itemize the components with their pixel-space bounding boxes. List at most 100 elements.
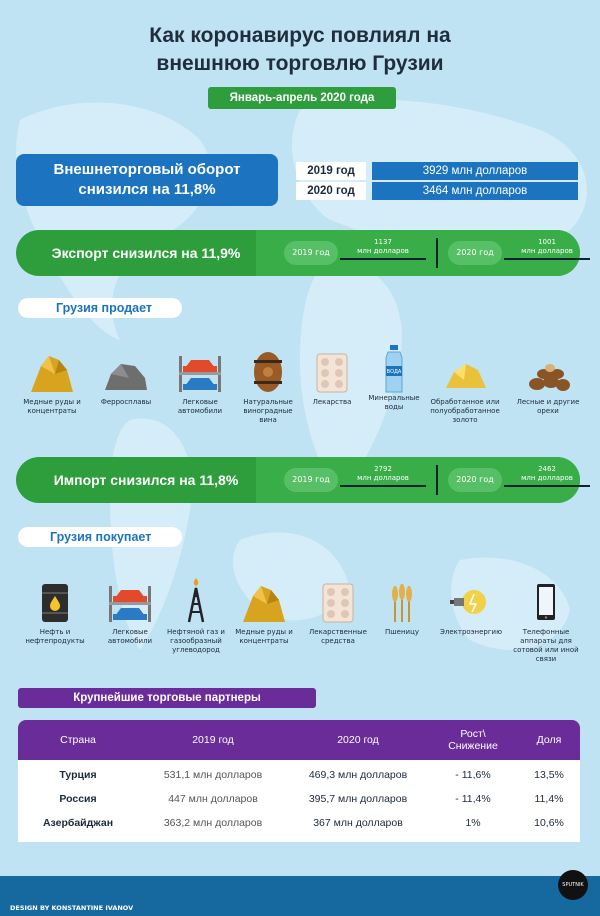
export-underline-2020 [504,258,590,260]
buys-item-label: Телефонные аппараты для сотовой или иной… [513,628,579,663]
cell-change: 1% [465,817,481,829]
buys-item-wheat: Пшеницу [372,580,432,637]
cell-2020: 367 млн долларов [313,817,403,829]
header-change-line-1: Рост\ [460,728,486,740]
sells-tag: Грузия продает [18,298,182,318]
table-row: Азербайджан 363,2 млн долларов 367 млн д… [18,812,580,834]
header-2020: 2020 год [337,734,379,746]
import-amount-2020: 2462 [538,465,556,473]
table-row: Турция 531,1 млн долларов 469,3 млн долл… [18,764,580,786]
title-line-2: внешнюю торговлю Грузии [156,52,444,75]
import-values-panel: 2019 год 2792 млн долларов 2020 год 2462… [256,457,590,503]
cell-share: 10,6% [534,817,564,829]
cell-country: Турция [59,769,97,781]
sells-item-label: Минеральные воды [368,394,420,411]
sells-item-nuts: Лесные и другие орехи [514,350,582,416]
sells-item-pills: Лекарства [298,350,366,407]
buys-item-phones: Телефонные аппараты для сотовой или иной… [508,580,584,664]
export-divider [436,238,438,268]
cell-country: Азербайджан [42,817,114,829]
cell-change: - 11,4% [455,793,491,805]
buys-item-pills: Лекарственные средства [302,580,374,646]
import-underline-2019 [340,485,426,487]
buys-item-label: Электроэнергию [440,628,502,636]
header-change: Рост\ Снижение [428,720,518,760]
sells-item-label: Медные руды и концентраты [23,398,81,415]
buys-item-cars: Легковые автомобили [96,580,164,646]
sells-item-water: ВОДА Минеральные воды [360,344,428,412]
trade-value-2019: 3929 млн долларов [372,162,578,180]
cell-change: - 11,6% [455,769,491,781]
cell-2019: 531,1 млн долларов [163,769,263,781]
cell-share: 11,4% [534,793,564,805]
import-unit-2020: млн долларов [521,474,573,482]
trade-value-2020: 3464 млн долларов [372,182,578,200]
ore-icon [243,586,285,622]
sells-item-cars: Легковые автомобили [166,350,234,416]
trade-turnover-box: Внешнеторговый оборот снизился на 11,8% [16,154,278,206]
export-value-2020: 1001 млн долларов [504,238,590,260]
sells-item-label: Натуральные виноградные вина [243,398,293,424]
sells-item-gold: Обработанное или полуобработанное золото [426,350,504,425]
buys-item-ore: Медные руды и концентраты [230,580,298,646]
sells-item-wine: Натуральные виноградные вина [234,350,302,425]
buys-item-label: Пшеницу [384,628,419,636]
buys-item-oil: Нефть и нефтепродукты [12,580,98,646]
partners-table-body: Турция 531,1 млн долларов 469,3 млн долл… [18,760,580,842]
buys-item-electricity: Электроэнергию [432,580,510,637]
trade-year-2019: 2019 год [296,162,366,180]
page-title: Как коронавирус повлиял на внешнюю торго… [0,22,600,78]
export-year-2019: 2019 год [284,241,338,265]
import-underline-2020 [504,485,590,487]
wheat-icon [392,584,412,622]
oil-barrel-icon [42,584,68,622]
export-unit-2019: млн долларов [357,247,409,255]
cell-2019: 363,2 млн долларов [163,817,263,829]
table-row: Россия 447 млн долларов 395,7 млн доллар… [18,788,580,810]
nuts-icon [529,364,570,391]
header-share: Доля [536,734,562,746]
export-value-2019: 1137 млн долларов [340,238,426,260]
import-value-2019: 2792 млн долларов [340,465,426,487]
ore-icon [31,356,73,392]
trade-headline-line-2: снизился на 11,8% [78,181,216,198]
gas-rig-icon [187,578,205,623]
partners-table-header: Страна 2019 год 2020 год Рост\ Снижение … [18,720,580,760]
title-line-1: Как коронавирус повлиял на [149,24,451,47]
gold-icon [446,364,486,388]
cell-share: 13,5% [534,769,564,781]
cell-2020: 395,7 млн долларов [308,793,408,805]
export-year-2020: 2020 год [448,241,502,265]
cars-icon [109,586,151,622]
export-underline-2019 [340,258,426,260]
export-unit-2020: млн долларов [521,247,573,255]
buys-item-label: Медные руды и концентраты [235,628,293,645]
water-bottle-icon: ВОДА [385,345,403,393]
sells-item-ore: Медные руды и концентраты [18,350,86,416]
buys-item-label: Нефтяной газ и газообразный углеводород [167,628,225,654]
import-year-2019: 2019 год [284,468,338,492]
import-banner: Импорт снизился на 11,8% 2019 год 2792 м… [16,457,590,503]
import-unit-2019: млн долларов [357,474,409,482]
sputnik-logo: SPUTNIK [558,870,588,900]
designer-credit: DESIGN BY KONSTANTINE IVANOV [10,904,134,912]
cars-icon [179,356,221,392]
partners-tag: Крупнейшие торговые партнеры [18,688,316,708]
import-divider [436,465,438,495]
sells-item-label: Ферросплавы [100,398,152,406]
buys-item-label: Легковые автомобили [107,628,153,645]
import-amount-2019: 2792 [374,465,392,473]
period-badge: Январь-апрель 2020 года [208,87,396,109]
export-banner: Экспорт снизился на 11,9% 2019 год 1137 … [16,230,590,276]
ferroalloy-icon [105,364,147,390]
sells-item-label: Лекарства [312,398,352,406]
wine-barrel-icon [254,352,282,392]
buys-item-label: Нефть и нефтепродукты [25,628,85,645]
trade-year-2020: 2020 год [296,182,366,200]
export-amount-2020: 1001 [538,238,556,246]
sells-item-label: Обработанное или полуобработанное золото [430,398,500,424]
export-label: Экспорт снизился на 11,9% [51,245,241,261]
lightbulb-icon [450,590,486,614]
footer-bar: DESIGN BY KONSTANTINE IVANOV [0,876,600,916]
export-values-panel: 2019 год 1137 млн долларов 2020 год 1001… [256,230,590,276]
